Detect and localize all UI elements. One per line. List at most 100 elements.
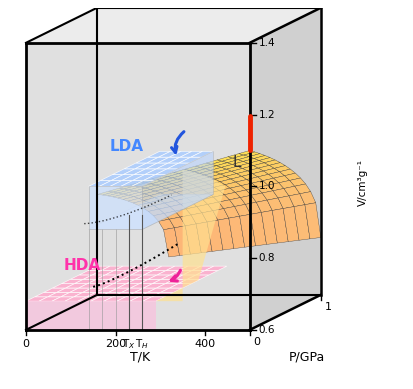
Polygon shape (295, 184, 311, 194)
Polygon shape (118, 195, 134, 200)
Polygon shape (248, 168, 263, 173)
Polygon shape (189, 173, 205, 178)
Polygon shape (89, 186, 142, 230)
Polygon shape (96, 275, 118, 279)
Polygon shape (174, 275, 196, 279)
Polygon shape (136, 157, 159, 163)
Polygon shape (127, 266, 149, 270)
Text: 400: 400 (195, 338, 216, 349)
Polygon shape (74, 293, 96, 297)
Text: 1.4: 1.4 (259, 38, 275, 48)
Polygon shape (109, 288, 131, 293)
Polygon shape (173, 175, 189, 179)
Polygon shape (105, 270, 127, 275)
Polygon shape (89, 180, 111, 186)
Polygon shape (159, 207, 175, 214)
Polygon shape (263, 168, 280, 174)
Polygon shape (26, 8, 321, 43)
Text: 1: 1 (324, 302, 331, 312)
Polygon shape (131, 270, 153, 275)
Polygon shape (252, 180, 268, 187)
Polygon shape (164, 228, 180, 257)
Polygon shape (166, 185, 183, 190)
Polygon shape (174, 169, 190, 173)
Polygon shape (161, 275, 183, 279)
Polygon shape (26, 301, 156, 330)
Polygon shape (114, 189, 130, 193)
Polygon shape (202, 211, 218, 222)
Polygon shape (235, 204, 251, 216)
Polygon shape (140, 266, 162, 270)
Polygon shape (228, 154, 244, 158)
Polygon shape (143, 297, 165, 301)
Polygon shape (233, 155, 249, 159)
Text: 0.8: 0.8 (259, 253, 275, 263)
Polygon shape (170, 204, 186, 211)
Text: 0: 0 (253, 337, 260, 347)
Polygon shape (111, 175, 134, 180)
Polygon shape (211, 167, 227, 172)
Polygon shape (257, 185, 273, 193)
Polygon shape (61, 293, 83, 297)
Polygon shape (217, 157, 233, 161)
Polygon shape (146, 163, 168, 169)
Polygon shape (262, 191, 278, 200)
Polygon shape (161, 190, 177, 195)
Polygon shape (254, 163, 269, 168)
Polygon shape (154, 203, 170, 209)
Polygon shape (152, 279, 174, 284)
Polygon shape (215, 176, 231, 182)
Polygon shape (177, 190, 192, 195)
Polygon shape (92, 284, 114, 288)
Text: V/cm³g⁻¹: V/cm³g⁻¹ (358, 159, 368, 206)
Polygon shape (109, 188, 124, 192)
Polygon shape (159, 219, 174, 230)
Text: 0: 0 (23, 338, 29, 349)
Polygon shape (256, 200, 272, 212)
Polygon shape (124, 186, 140, 190)
Polygon shape (103, 192, 119, 196)
Polygon shape (161, 288, 183, 293)
Polygon shape (83, 288, 104, 293)
Polygon shape (207, 220, 223, 251)
Polygon shape (157, 284, 178, 288)
Polygon shape (242, 166, 259, 171)
Polygon shape (167, 163, 190, 169)
Polygon shape (247, 177, 263, 183)
Polygon shape (152, 293, 173, 297)
Polygon shape (166, 266, 188, 270)
Polygon shape (268, 183, 284, 191)
Polygon shape (135, 188, 150, 192)
Polygon shape (147, 157, 169, 163)
Polygon shape (143, 284, 165, 288)
Polygon shape (126, 293, 147, 297)
Polygon shape (249, 154, 265, 158)
Polygon shape (211, 161, 227, 166)
Polygon shape (123, 197, 139, 201)
Polygon shape (138, 203, 154, 208)
Text: 1.2: 1.2 (259, 110, 275, 119)
Polygon shape (26, 297, 48, 301)
Polygon shape (88, 266, 110, 270)
Polygon shape (191, 213, 207, 224)
Polygon shape (130, 297, 152, 301)
Polygon shape (244, 152, 260, 157)
Polygon shape (237, 163, 254, 168)
Polygon shape (261, 210, 278, 244)
Text: 1.0: 1.0 (259, 181, 275, 191)
Polygon shape (196, 270, 218, 275)
Polygon shape (157, 270, 179, 275)
Polygon shape (113, 194, 129, 198)
Polygon shape (251, 193, 267, 202)
Polygon shape (100, 279, 122, 284)
Polygon shape (175, 209, 191, 217)
Polygon shape (179, 170, 195, 175)
Text: 0.6: 0.6 (259, 325, 275, 335)
Polygon shape (162, 178, 178, 182)
Polygon shape (143, 205, 159, 212)
Polygon shape (160, 198, 176, 203)
Polygon shape (157, 163, 179, 169)
Polygon shape (231, 176, 247, 182)
Polygon shape (170, 270, 192, 275)
Polygon shape (259, 158, 275, 163)
